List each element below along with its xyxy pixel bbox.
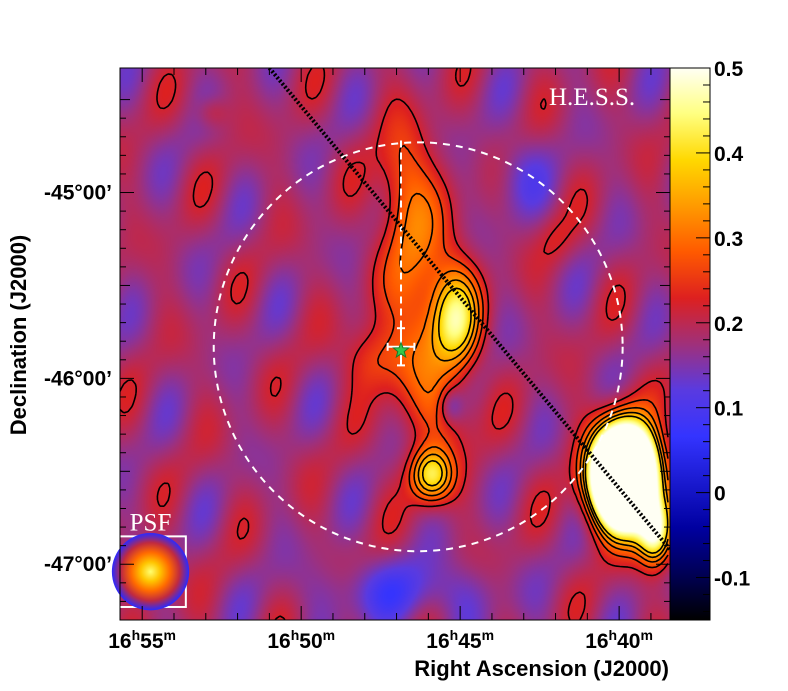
colorbar-tick-label-6: 0.4 (714, 143, 744, 166)
psf-blob (111, 533, 190, 611)
y-axis: -45°00’ -46°00’ -47°00’ (44, 99, 670, 621)
x-tick-label-1: 16h55m (108, 627, 176, 653)
x-tick-label-4: 16h40m (585, 627, 653, 653)
colorbar-tick-label-4: 0.2 (714, 313, 743, 336)
x-tick-label-3: 16h45m (426, 627, 494, 653)
colorbar-ticks: -0.1 0 0.1 0.2 0.3 0.4 0.5 (696, 58, 751, 613)
contour-level-2 (377, 144, 669, 569)
y-tick-label-3: -47°00’ (44, 553, 112, 576)
colorbar-tick-label-5: 0.3 (714, 228, 743, 251)
colorbar-tick-label-7: 0.5 (714, 58, 744, 81)
y-tick-label-2: -46°00’ (44, 367, 112, 390)
contour-level-5 (422, 287, 669, 554)
colorbar: -0.1 0 0.1 0.2 0.3 0.4 0.5 (669, 58, 751, 621)
significance-contours (120, 68, 669, 620)
psf-label: PSF (130, 509, 172, 536)
psf-inset: PSF (111, 509, 190, 611)
star-marker (392, 341, 410, 359)
instrument-label: H.E.S.S. (549, 84, 635, 111)
contour-level-4 (417, 279, 669, 559)
x-axis: 16h55m 16h50m 16h45m 16h40m (108, 68, 653, 653)
x-axis-title: Right Ascension (J2000) (414, 656, 669, 681)
contour-level-3 (399, 192, 669, 563)
x-tick-label-2: 16h50m (267, 627, 335, 653)
colorbar-gradient (669, 67, 711, 621)
dotted-line (267, 68, 670, 551)
y-axis-title: Declination (J2000) (6, 235, 31, 436)
colorbar-tick-label-3: 0.1 (714, 398, 744, 421)
colorbar-tick-label-1: -0.1 (714, 568, 751, 591)
y-tick-label-1: -45°00’ (44, 182, 112, 205)
region-circle (212, 141, 624, 553)
heatmap-image (120, 68, 670, 620)
colorbar-tick-label-2: 0 (714, 483, 726, 506)
